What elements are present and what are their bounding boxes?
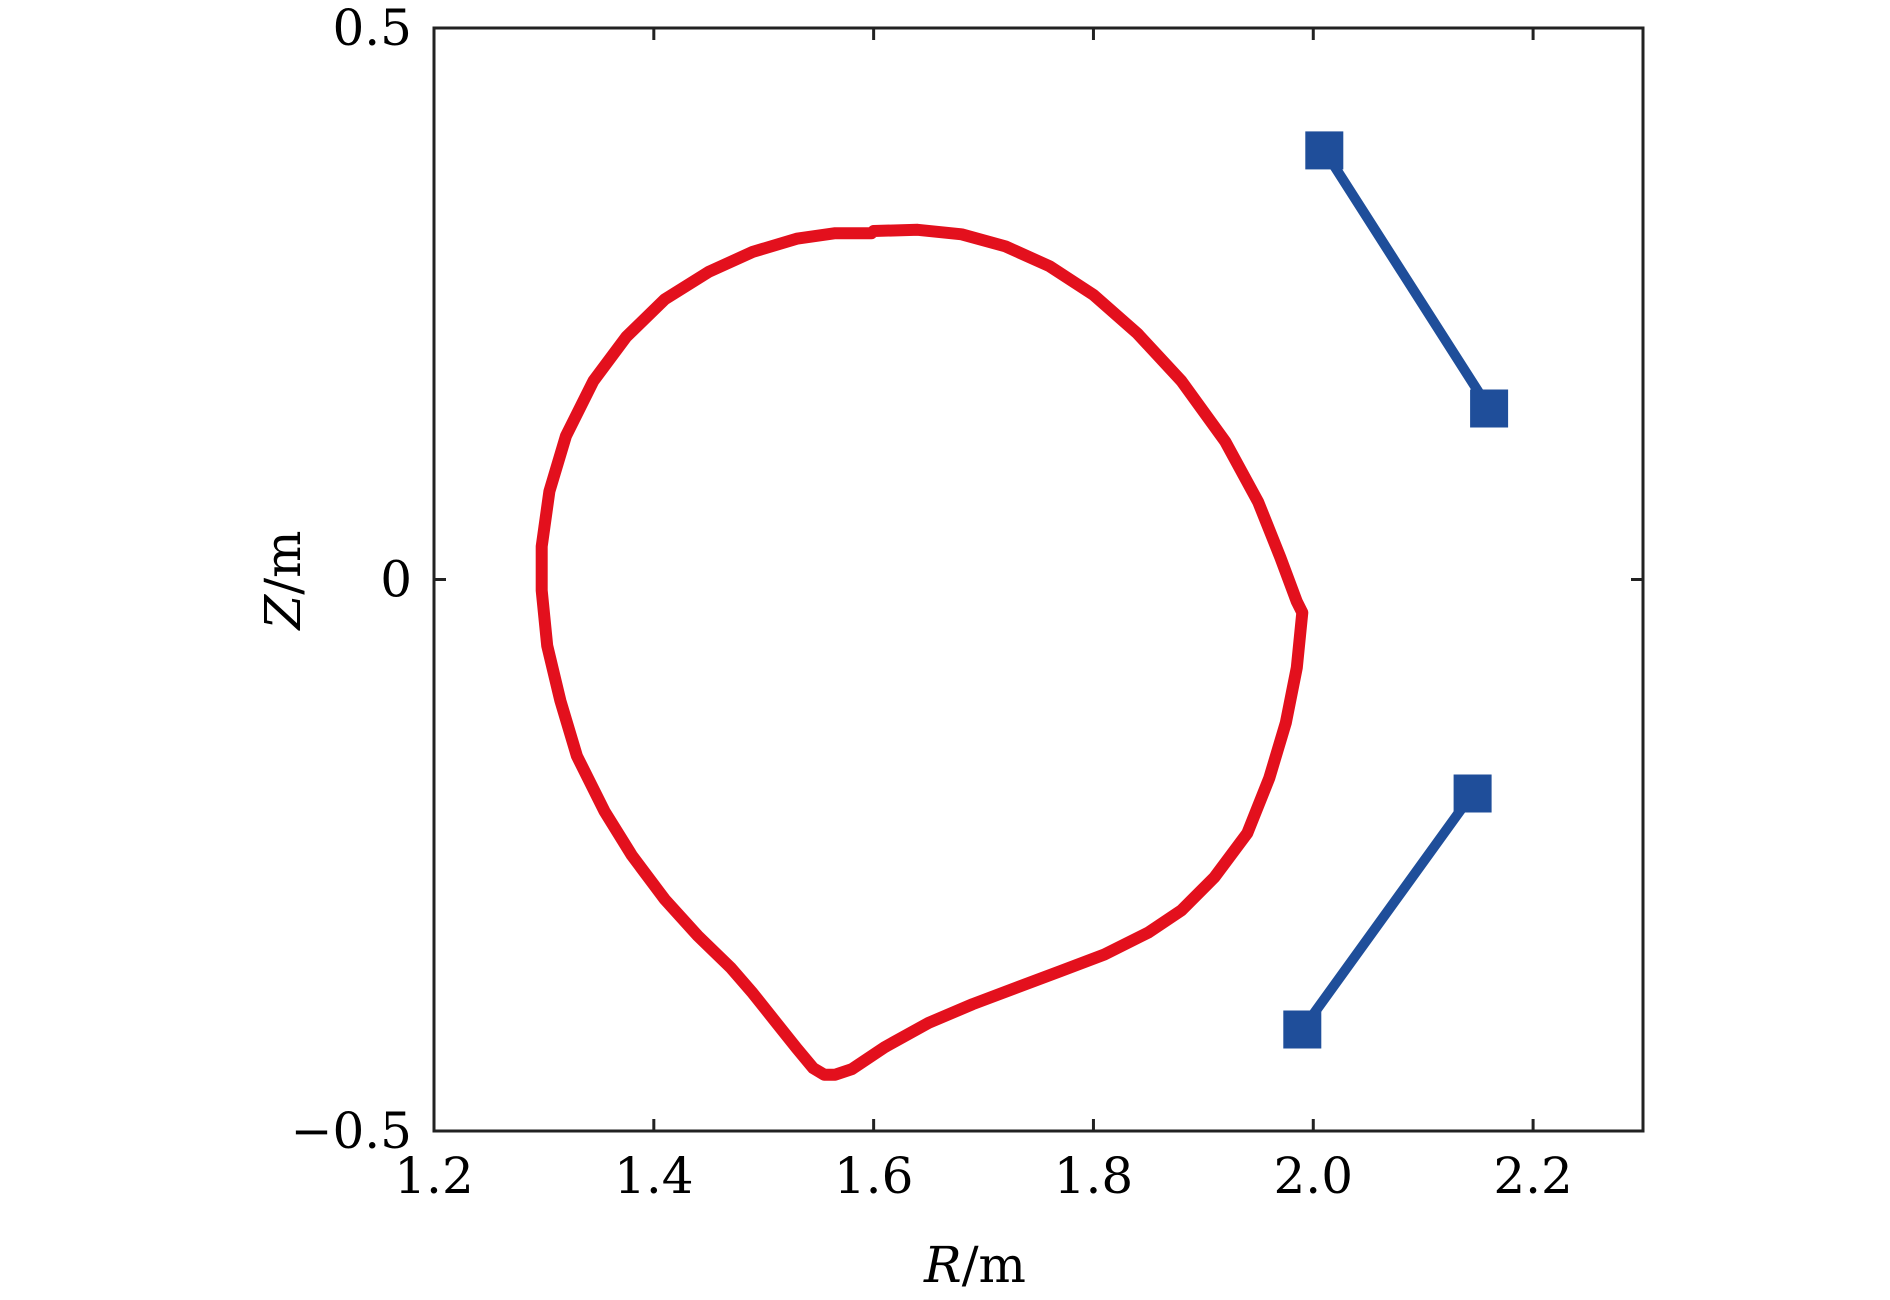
square-marker-2-1 xyxy=(1283,1010,1322,1049)
y-tick-label: −0.5 xyxy=(291,1102,412,1160)
x-tick-label: 1.6 xyxy=(834,1147,914,1205)
square-marker-1-0 xyxy=(1305,131,1344,170)
x-axis-unit: /m xyxy=(962,1236,1026,1294)
coil-line-1 xyxy=(1319,145,1495,414)
y-tick-label: 0.5 xyxy=(332,0,412,57)
coil-line-2 xyxy=(1297,788,1478,1035)
y-axis-title: Z/m xyxy=(254,530,312,631)
boundary-line-0 xyxy=(535,223,1309,1081)
x-tick-label: 1.2 xyxy=(394,1147,474,1205)
plot-area xyxy=(535,131,1509,1081)
x-tick-label: 2.0 xyxy=(1274,1147,1354,1205)
x-tick-label: 2.2 xyxy=(1493,1147,1573,1205)
square-marker-1-1 xyxy=(1470,389,1509,428)
y-tick-label: 0 xyxy=(380,551,412,609)
x-tick-label: 1.8 xyxy=(1054,1147,1134,1205)
x-axis-variable: R xyxy=(923,1236,962,1294)
y-axis-unit: /m xyxy=(254,530,312,594)
axes: 1.2 1.4 1.6 1.8 2.0 2.2 0.5 0 −0.5 xyxy=(291,0,1645,1205)
x-axis-title: R/m xyxy=(923,1236,1026,1294)
axes-frame xyxy=(432,26,1645,1133)
square-marker-2-0 xyxy=(1453,774,1492,813)
x-tick-label: 1.4 xyxy=(614,1147,694,1205)
y-axis-variable: Z xyxy=(254,594,312,632)
